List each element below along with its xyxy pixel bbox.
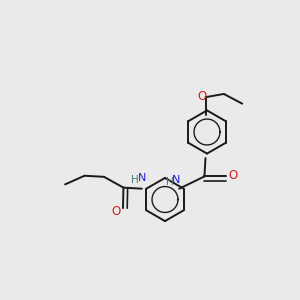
Text: O: O [228, 169, 237, 182]
Text: N: N [138, 173, 146, 183]
Text: H: H [131, 175, 139, 185]
Text: O: O [197, 90, 206, 103]
Text: O: O [112, 205, 121, 218]
Text: H: H [166, 177, 173, 187]
Text: N: N [172, 175, 180, 185]
